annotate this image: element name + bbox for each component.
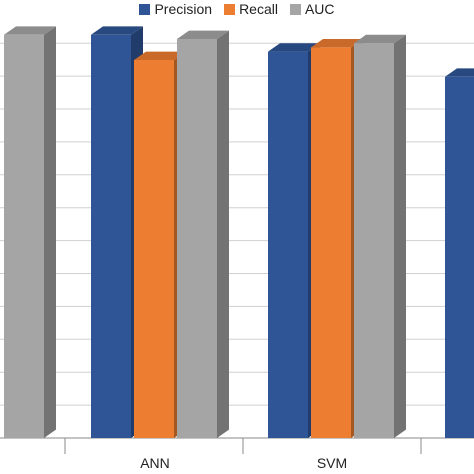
bar-top: [177, 30, 229, 39]
bar-top: [268, 43, 320, 52]
bar-side: [217, 30, 229, 438]
bar-top: [134, 51, 186, 60]
bar-recall: [311, 47, 351, 439]
legend-swatch: [289, 3, 301, 15]
bar-auc: [354, 43, 394, 438]
bar-precision: [445, 76, 474, 439]
chart-legend: Precision Recall AUC: [0, 0, 474, 18]
legend-label: Recall: [239, 1, 278, 17]
legend-item-recall: Recall: [224, 1, 278, 17]
bar-top: [445, 68, 474, 77]
bar-auc: [4, 34, 44, 439]
legend-swatch: [224, 3, 236, 15]
bar-top: [354, 34, 406, 44]
bar-side: [394, 34, 406, 439]
bar-auc: [177, 39, 217, 438]
legend-swatch: [139, 3, 151, 15]
legend-label: AUC: [304, 1, 335, 17]
bar-side: [44, 26, 56, 439]
bar-top: [311, 39, 363, 48]
legend-item-precision: Precision: [139, 1, 212, 17]
legend-label: Precision: [154, 1, 213, 17]
legend-item-auc: AUC: [289, 1, 335, 17]
bar-precision: [268, 51, 308, 438]
bar-precision: [91, 34, 131, 439]
x-tick-label: SVM: [317, 455, 347, 471]
bar-recall: [134, 60, 174, 438]
bar-top: [4, 26, 56, 35]
x-tick-label: ANN: [140, 455, 170, 471]
bar-top: [91, 26, 143, 35]
